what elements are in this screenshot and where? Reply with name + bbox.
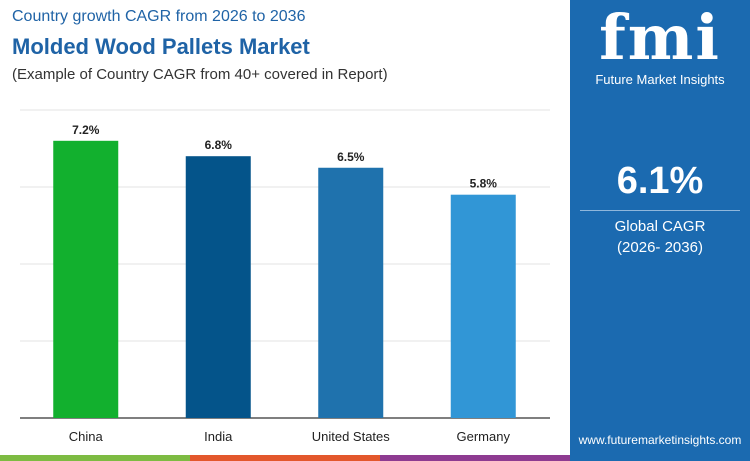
chart-title: Molded Wood Pallets Market <box>12 34 310 59</box>
fmi-logo: fmi <box>599 1 721 74</box>
data-label: 7.2% <box>72 123 100 137</box>
brand-name: Future Market Insights <box>595 72 725 87</box>
data-label: 6.5% <box>337 150 365 164</box>
sidebar-panel: fmi Future Market Insights 6.1% Global C… <box>570 0 750 461</box>
chart-note: (Example of Country CAGR from 40+ covere… <box>12 66 388 83</box>
data-label: 6.8% <box>205 138 233 152</box>
x-tick-label: Germany <box>457 429 511 444</box>
bar-chart: 7.2% China 6.8% India 6.5% United States 5.8% G… <box>20 109 550 444</box>
stripe-orange <box>190 455 380 461</box>
bar-china <box>53 140 119 419</box>
bar-united-states <box>318 167 384 418</box>
x-tick-label: United States <box>312 429 391 444</box>
bar-india <box>185 156 251 418</box>
bar-germany <box>450 194 516 418</box>
stripe-purple <box>380 455 570 461</box>
stripe-green <box>0 455 190 461</box>
x-tick-label: India <box>204 429 233 444</box>
x-tick-label: China <box>69 429 104 444</box>
global-cagr-label: Global CAGR (2026- 2036) <box>570 216 750 258</box>
global-cagr-text: Global CAGR <box>614 218 706 235</box>
data-label: 5.8% <box>470 177 498 191</box>
divider <box>580 210 740 211</box>
website-link[interactable]: www.futuremarketinsights.com <box>578 433 742 447</box>
global-cagr-period: (2026- 2036) <box>617 239 703 256</box>
chart-subtitle: Country growth CAGR from 2026 to 2036 <box>12 8 306 25</box>
global-cagr-value: 6.1% <box>616 160 704 202</box>
